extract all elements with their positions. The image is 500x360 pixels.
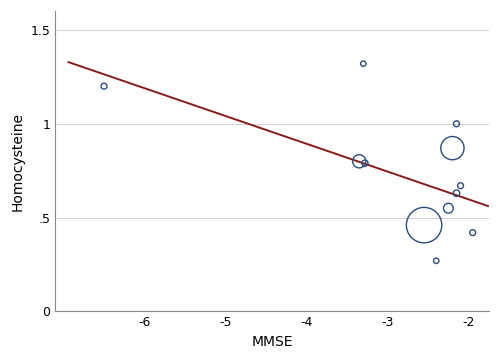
Point	[448, 145, 456, 151]
Point	[361, 160, 369, 166]
Point	[456, 183, 464, 189]
Point	[420, 222, 428, 228]
Y-axis label: Homocysteine: Homocysteine	[11, 112, 25, 211]
Point	[432, 258, 440, 264]
Point	[100, 83, 108, 89]
X-axis label: MMSE: MMSE	[252, 335, 293, 349]
Point	[468, 230, 476, 235]
Point	[360, 61, 368, 67]
Point	[444, 205, 452, 211]
Point	[355, 158, 363, 164]
Point	[452, 190, 460, 196]
Point	[452, 121, 460, 127]
